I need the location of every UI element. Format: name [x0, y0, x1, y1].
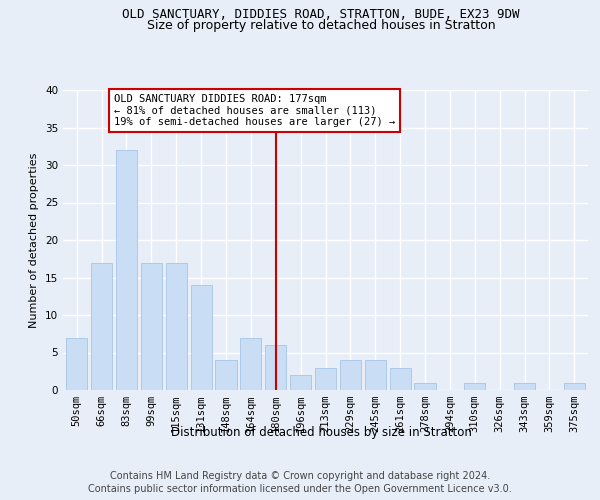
Bar: [340, 360, 361, 390]
Bar: [215, 360, 236, 390]
Bar: [415, 382, 436, 390]
Text: Contains HM Land Registry data © Crown copyright and database right 2024.: Contains HM Land Registry data © Crown c…: [110, 471, 490, 481]
Bar: [564, 382, 585, 390]
Bar: [141, 262, 162, 390]
Text: Size of property relative to detached houses in Stratton: Size of property relative to detached ho…: [146, 19, 496, 32]
Text: OLD SANCTUARY DIDDIES ROAD: 177sqm
← 81% of detached houses are smaller (113)
19: OLD SANCTUARY DIDDIES ROAD: 177sqm ← 81%…: [114, 94, 395, 127]
Bar: [191, 285, 212, 390]
Bar: [166, 262, 187, 390]
Text: OLD SANCTUARY, DIDDIES ROAD, STRATTON, BUDE, EX23 9DW: OLD SANCTUARY, DIDDIES ROAD, STRATTON, B…: [122, 8, 520, 20]
Bar: [464, 382, 485, 390]
Y-axis label: Number of detached properties: Number of detached properties: [29, 152, 40, 328]
Text: Distribution of detached houses by size in Stratton: Distribution of detached houses by size …: [170, 426, 472, 439]
Bar: [514, 382, 535, 390]
Bar: [240, 338, 262, 390]
Bar: [315, 368, 336, 390]
Bar: [91, 262, 112, 390]
Bar: [116, 150, 137, 390]
Text: Contains public sector information licensed under the Open Government Licence v3: Contains public sector information licen…: [88, 484, 512, 494]
Bar: [365, 360, 386, 390]
Bar: [265, 345, 286, 390]
Bar: [389, 368, 411, 390]
Bar: [66, 338, 87, 390]
Bar: [290, 375, 311, 390]
